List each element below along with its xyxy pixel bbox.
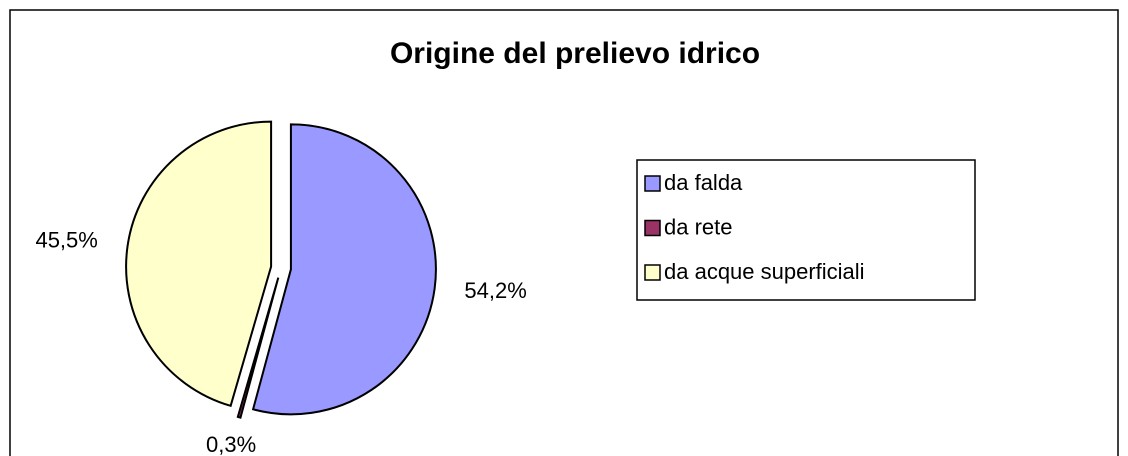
pie-slice <box>251 123 437 416</box>
legend-swatch <box>644 219 661 237</box>
data-label: 45,5% <box>35 228 97 253</box>
legend-swatch <box>644 175 661 192</box>
legend-box <box>636 159 976 301</box>
legend-label: da acque superficiali <box>664 259 865 284</box>
pie-slice <box>236 277 280 419</box>
legend-swatch <box>644 264 661 281</box>
legend-label: da rete <box>664 214 733 239</box>
pie-slice <box>125 120 273 408</box>
data-label: 0,3% <box>206 432 256 456</box>
legend-label: da falda <box>664 170 743 195</box>
data-label: 54,2% <box>464 278 526 303</box>
chart-title: Origine del prelievo idrico <box>390 37 760 70</box>
